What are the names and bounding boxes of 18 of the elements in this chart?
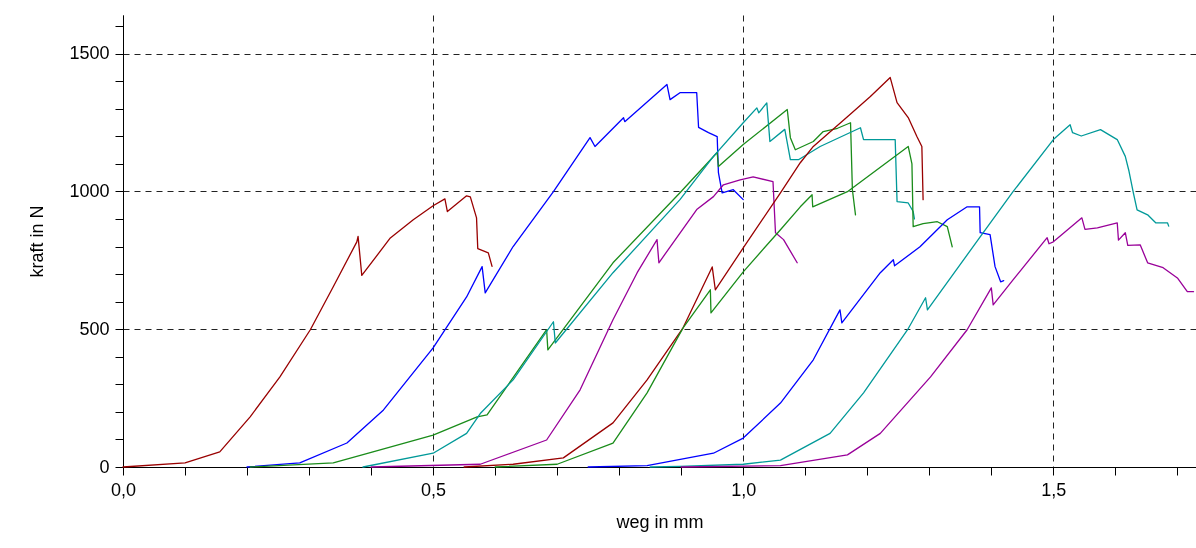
line-series — [122, 195, 493, 468]
x-tick-label: 0,5 — [421, 479, 447, 500]
line-series — [362, 102, 916, 468]
y-tick-label: 1500 — [69, 43, 110, 64]
y-tick-label: 500 — [79, 318, 110, 339]
line-series — [370, 176, 798, 468]
y-tick-label: 0 — [99, 456, 110, 477]
line-series — [246, 83, 744, 468]
y-axis-title: kraft in N — [27, 205, 48, 278]
line-series — [649, 124, 1170, 468]
line-series — [463, 76, 924, 468]
x-tick-label: 1,0 — [731, 479, 757, 500]
line-series — [680, 217, 1195, 468]
x-tick-label: 0,0 — [110, 479, 137, 500]
y-tick-label: 1000 — [69, 180, 110, 201]
x-tick-label: 1,5 — [1041, 479, 1067, 500]
x-axis-title: weg in mm — [615, 511, 704, 532]
line-series — [587, 206, 1005, 468]
